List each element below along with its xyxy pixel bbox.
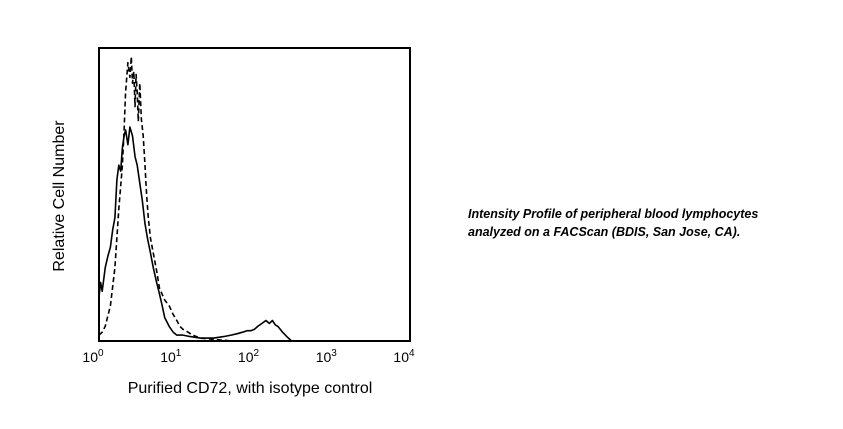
x-tick-label: 101	[160, 348, 182, 365]
histogram-series-dashed	[98, 56, 232, 342]
x-tick-label: 102	[238, 348, 260, 365]
y-axis-label: Relative Cell Number	[51, 120, 68, 272]
x-tick-label: 103	[316, 348, 338, 365]
caption-line-2: analyzed on a FACScan (BDIS, San Jose, C…	[468, 225, 741, 239]
x-axis-label: Purified CD72, with isotype control	[128, 380, 373, 397]
figure-caption: Intensity Profile of peripheral blood ly…	[468, 205, 828, 241]
x-axis-ticks: 100 101 102 103 104	[82, 348, 415, 365]
caption-line-1: Intensity Profile of peripheral blood ly…	[468, 207, 759, 221]
plot-frame	[98, 47, 411, 342]
histogram-series-solid	[98, 126, 293, 342]
x-tick-label: 100	[82, 348, 104, 365]
x-tick-label: 104	[393, 348, 415, 365]
